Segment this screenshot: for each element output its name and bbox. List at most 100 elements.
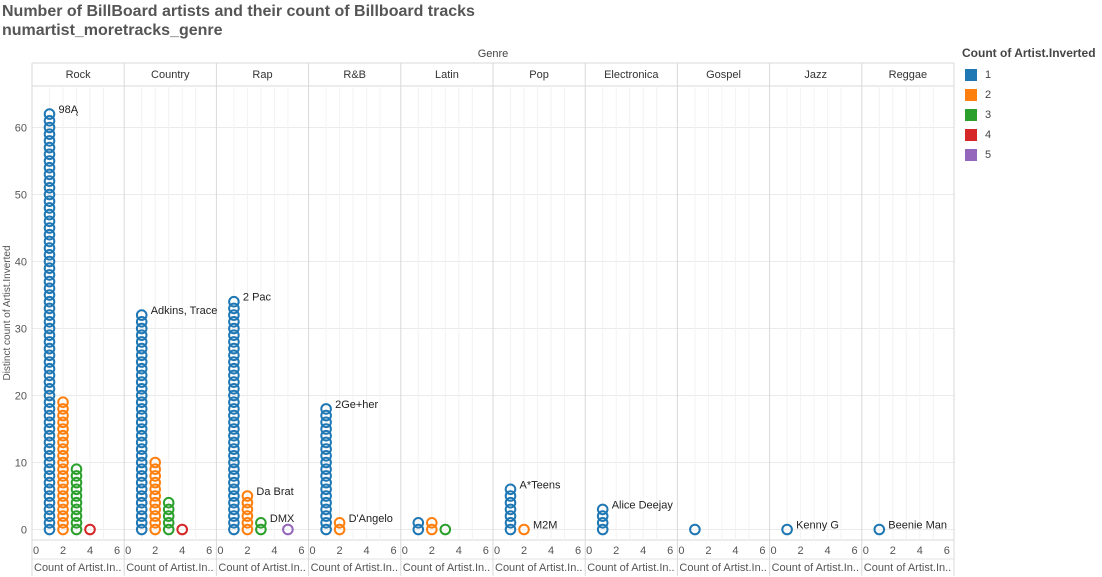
x-tick-label: 0: [310, 545, 316, 557]
data-point: [228, 409, 240, 422]
data-point: [43, 302, 56, 315]
data-label: 2 Pac: [243, 292, 272, 304]
x-tick-label: 6: [114, 545, 120, 557]
legend-item-1[interactable]: 1: [962, 65, 1102, 85]
data-point: [228, 443, 240, 455]
data-point: [320, 476, 332, 489]
data-point: [43, 249, 56, 261]
data-point: [689, 523, 701, 536]
data-point: [135, 369, 148, 382]
x-tick-label: 6: [759, 545, 765, 557]
data-point: [320, 403, 332, 415]
data-point: [43, 168, 56, 181]
data-point: [135, 423, 148, 435]
genre-header-rock: Rock: [66, 69, 92, 81]
data-point: [320, 503, 332, 516]
data-point: [43, 155, 56, 167]
data-point: [596, 510, 609, 522]
data-point: [228, 336, 240, 348]
data-point: [504, 503, 517, 516]
data-point: [57, 523, 69, 536]
y-tick-label: 0: [21, 525, 27, 537]
data-point: [135, 383, 148, 395]
legend-label-4: 4: [985, 129, 992, 141]
data-point: [43, 356, 56, 368]
data-point: [320, 429, 332, 442]
data-point: [228, 470, 240, 482]
data-point: [57, 503, 69, 516]
x-axis-title: Count of Artist.In..: [34, 562, 121, 574]
legend-swatch-1: [965, 69, 977, 81]
data-point: [135, 376, 148, 388]
data-point: [228, 436, 240, 449]
data-point: [135, 336, 148, 348]
x-tick-label: 2: [429, 545, 435, 557]
data-point: [228, 329, 240, 342]
data-point: [518, 523, 530, 536]
data-point: [57, 456, 69, 469]
data-point: [333, 517, 346, 529]
legend-label-1: 1: [985, 69, 992, 81]
y-tick-label: 60: [15, 123, 27, 135]
data-point: [320, 517, 332, 529]
x-tick-label: 2: [890, 545, 896, 557]
data-point: [43, 369, 56, 382]
x-axis-title: Count of Artist.In..: [587, 562, 674, 574]
genre-header-latin: Latin: [435, 69, 459, 81]
data-point: [70, 517, 83, 529]
legend-item-4[interactable]: 4: [962, 125, 1102, 145]
data-point: [320, 523, 332, 536]
data-point: [57, 517, 69, 529]
x-tick-label: 6: [667, 545, 673, 557]
chart-subtitle: numartist_moretracks_genre: [2, 22, 223, 39]
legend-item-2[interactable]: 2: [962, 85, 1102, 105]
data-point: [70, 523, 83, 536]
data-label: Adkins, Trace: [151, 305, 218, 317]
data-point: [135, 490, 148, 502]
data-point: [426, 523, 438, 536]
x-tick-label: 6: [206, 545, 212, 557]
data-point: [57, 409, 69, 422]
chart-title: Number of BillBoard artists and their co…: [2, 3, 475, 20]
legend-swatch-3: [965, 109, 977, 121]
data-point: [43, 161, 56, 174]
data-point: [43, 376, 56, 388]
data-point: [320, 496, 332, 509]
data-point: [320, 483, 332, 496]
data-point: [57, 483, 69, 496]
genre-header-country: Country: [151, 69, 190, 81]
data-point: [162, 503, 175, 516]
y-tick-label: 20: [15, 391, 27, 403]
data-point: [320, 470, 332, 482]
data-point: [228, 295, 240, 308]
x-tick-label: 6: [852, 545, 858, 557]
x-tick-label: 4: [917, 545, 923, 557]
data-point: [135, 342, 148, 355]
x-tick-label: 4: [640, 545, 646, 557]
x-tick-label: 2: [60, 545, 66, 557]
data-point: [43, 188, 56, 201]
legend-item-5[interactable]: 5: [962, 145, 1102, 165]
data-point: [57, 510, 69, 522]
data-label: D'Angelo: [349, 513, 393, 525]
data-point: [149, 517, 161, 529]
data-point: [43, 329, 56, 342]
data-point: [43, 436, 56, 449]
data-point: [57, 429, 69, 442]
data-point: [43, 202, 56, 214]
x-tick-label: 0: [125, 545, 131, 557]
data-point: [135, 409, 148, 422]
legend-title: Count of Artist.Inverted: [962, 46, 1096, 60]
data-point: [228, 429, 240, 442]
legend-item-3[interactable]: 3: [962, 105, 1102, 125]
data-point: [320, 423, 332, 435]
data-point: [255, 517, 267, 529]
data-point: [43, 316, 56, 328]
data-point: [596, 503, 609, 516]
data-point: [43, 483, 56, 496]
data-point: [228, 510, 240, 522]
x-axis-title: Count of Artist.In..: [218, 562, 305, 574]
data-point: [43, 456, 56, 469]
data-point: [135, 510, 148, 522]
x-axis-title: Count of Artist.In..: [126, 562, 213, 574]
